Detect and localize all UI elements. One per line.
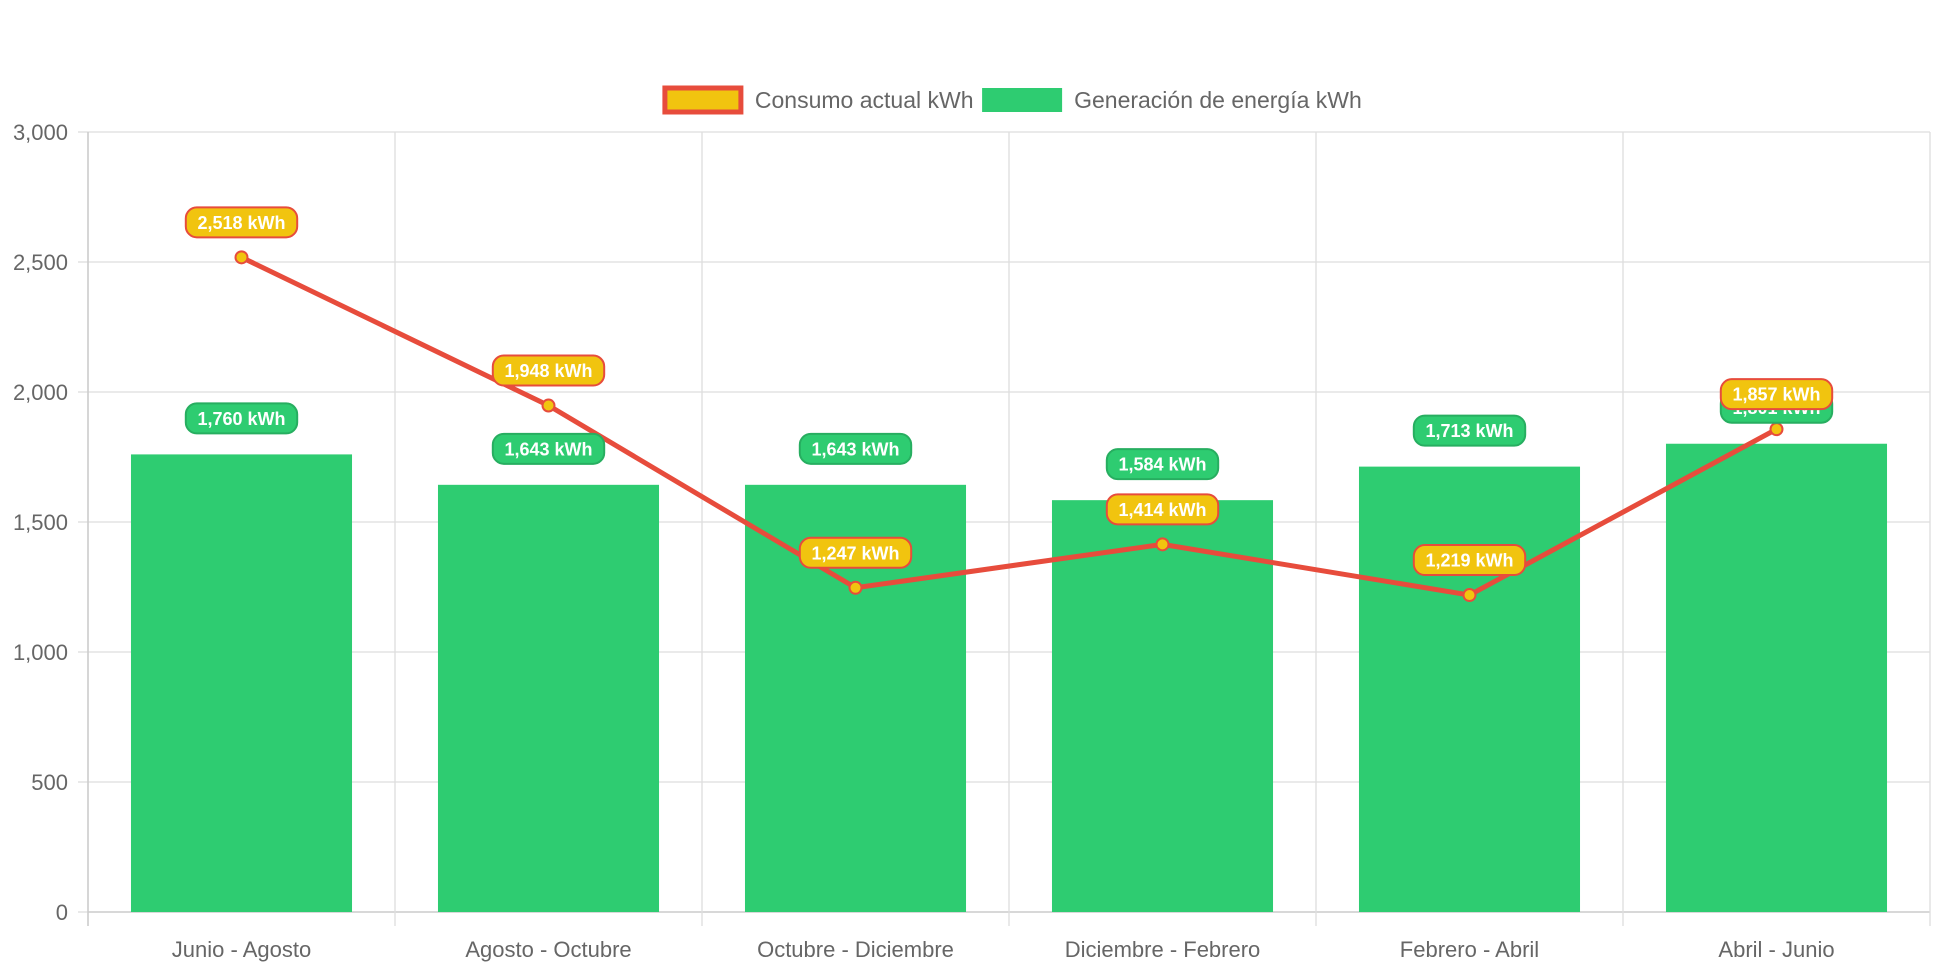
- y-tick-label: 3,000: [13, 120, 68, 145]
- consumption-value-label-text: 1,857 kWh: [1732, 385, 1820, 405]
- x-axis: Junio - Agosto Agosto - Octubre Octubre - …: [172, 937, 1835, 962]
- y-tick-label: 1,500: [13, 510, 68, 535]
- generation-bars: [130, 443, 1888, 912]
- legend-label: Consumo actual kWh: [755, 87, 974, 113]
- consumption-value-label: 1,948 kWh: [491, 354, 606, 387]
- consumption-value-label-text: 1,414 kWh: [1118, 500, 1206, 520]
- generation-value-label-text: 1,584 kWh: [1118, 455, 1206, 475]
- y-tick-label: 2,500: [13, 250, 68, 275]
- consumption-value-label-background: [1719, 378, 1834, 411]
- generation-value-label-text: 1,643 kWh: [504, 439, 592, 459]
- y-tick-label: 2,000: [13, 380, 68, 405]
- generation-value-label-background: [1105, 448, 1220, 481]
- legend-item[interactable]: Generación de energía kWh: [982, 87, 1362, 113]
- legend[interactable]: Consumo actual kWh Generación de energía …: [662, 85, 1362, 115]
- x-tick-label: Agosto - Octubre: [465, 937, 631, 962]
- generation-value-label-background: [798, 432, 913, 465]
- generation-bar[interactable]: [130, 454, 353, 912]
- generation-value-label: 1,760 kWh: [184, 402, 299, 435]
- x-tick-label: Octubre - Diciembre: [757, 937, 954, 962]
- consumption-value-label-text: 1,948 kWh: [504, 361, 592, 381]
- consumption-value-label: 1,219 kWh: [1412, 544, 1527, 577]
- consumption-value-label-background: [798, 536, 913, 569]
- legend-item[interactable]: Consumo actual kWh: [662, 85, 974, 115]
- consumption-value-label-text: 1,219 kWh: [1425, 551, 1513, 571]
- consumption-point[interactable]: [234, 250, 249, 265]
- consumption-value-label-background: [184, 206, 299, 239]
- grid: [78, 131, 1931, 926]
- generation-value-label: 1,643 kWh: [491, 432, 606, 465]
- consumption-value-label: 1,414 kWh: [1105, 493, 1220, 526]
- consumption-point[interactable]: [848, 580, 863, 595]
- generation-value-label-text: 1,643 kWh: [811, 439, 899, 459]
- x-tick-label: Diciembre - Febrero: [1065, 937, 1261, 962]
- x-tick-label: Abril - Junio: [1718, 937, 1834, 962]
- generation-bar[interactable]: [437, 484, 660, 912]
- x-tick-label: Febrero - Abril: [1400, 937, 1539, 962]
- generation-value-label: 1,584 kWh: [1105, 448, 1220, 481]
- generation-value-label-text: 1,713 kWh: [1425, 421, 1513, 441]
- y-tick-label: 500: [31, 770, 68, 795]
- consumption-point[interactable]: [1462, 588, 1477, 603]
- consumption-value-label-background: [1412, 544, 1527, 577]
- generation-value-label: 1,643 kWh: [798, 432, 913, 465]
- generation-bar[interactable]: [1665, 443, 1888, 912]
- consumption-value-label-background: [1105, 493, 1220, 526]
- generation-bar[interactable]: [1358, 466, 1581, 912]
- legend-swatch: [662, 85, 744, 115]
- generation-value-label-background: [1412, 414, 1527, 447]
- consumption-value-label-text: 1,247 kWh: [811, 543, 899, 563]
- generation-bar[interactable]: [1051, 500, 1274, 912]
- consumption-value-label-background: [491, 354, 606, 387]
- consumption-point[interactable]: [1769, 422, 1784, 437]
- legend-swatch: [982, 88, 1063, 112]
- data-labels: 1,760 kWh 1,643 kWh 1,643 kWh 1,584 kWh 1,71…: [184, 206, 1834, 577]
- consumption-point[interactable]: [1155, 537, 1170, 552]
- y-tick-label: 1,000: [13, 640, 68, 665]
- y-axis: 0 500 1,000 1,500 2,000 2,500 3,000: [13, 120, 68, 925]
- consumption-value-label: 1,857 kWh: [1719, 378, 1834, 411]
- consumption-value-label: 2,518 kWh: [184, 206, 299, 239]
- generation-value-label-background: [491, 432, 606, 465]
- generation-value-label-text: 1,760 kWh: [197, 409, 285, 429]
- legend-label: Generación de energía kWh: [1074, 87, 1362, 113]
- x-tick-label: Junio - Agosto: [172, 937, 311, 962]
- generation-value-label: 1,713 kWh: [1412, 414, 1527, 447]
- y-tick-label: 0: [56, 900, 68, 925]
- consumption-value-label-text: 2,518 kWh: [197, 213, 285, 233]
- consumption-point[interactable]: [541, 398, 556, 413]
- generation-value-label-background: [184, 402, 299, 435]
- consumption-value-label: 1,247 kWh: [798, 536, 913, 569]
